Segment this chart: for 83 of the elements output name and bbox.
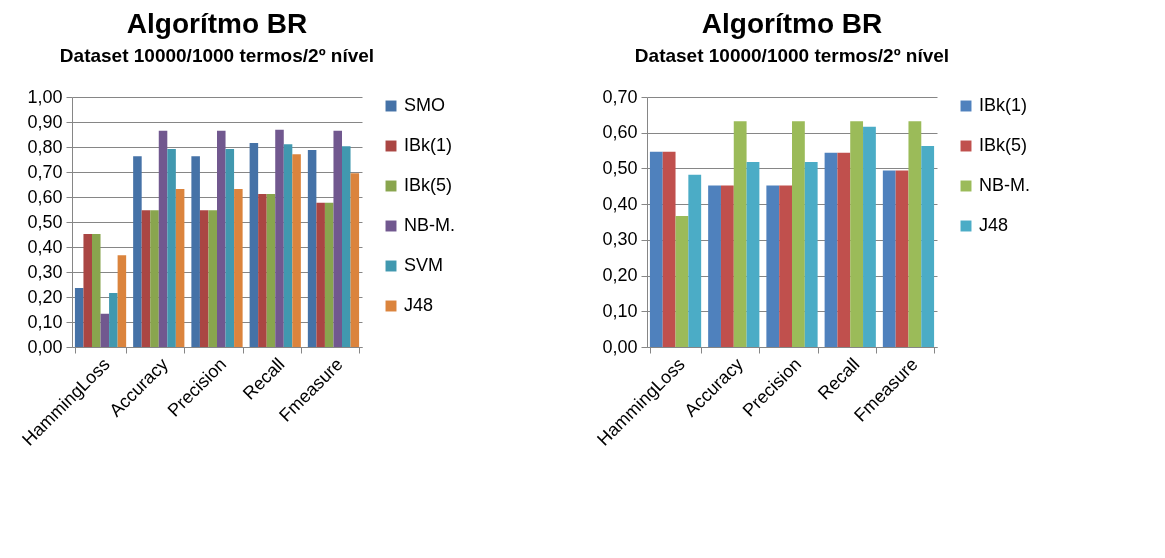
y-tick-label: 0,40 [27, 236, 63, 257]
y-tick-label: 0,70 [27, 161, 63, 182]
bar [249, 143, 259, 347]
bar [258, 194, 267, 347]
bar [158, 130, 168, 347]
bar [100, 313, 110, 347]
y-tick-label: 0,50 [27, 211, 63, 232]
legend-label: IBk(1) [979, 95, 1028, 115]
chart-subtitle: Dataset 10000/1000 termos/2º nível [59, 45, 375, 66]
y-tick-label: 0,30 [27, 261, 63, 282]
bar [199, 210, 209, 347]
y-tick-label: 0,10 [602, 300, 638, 321]
bar [921, 145, 935, 347]
bar [675, 215, 689, 347]
y-tick-label: 0,70 [602, 86, 638, 107]
y-tick-label: 0,40 [602, 193, 638, 214]
chart-subtitle: Dataset 10000/1000 termos/2º nível [634, 45, 950, 66]
bar [307, 150, 317, 347]
bar [217, 130, 226, 347]
legend-label: NB-M. [979, 175, 1030, 195]
legend-label: J48 [979, 215, 1009, 235]
bar [350, 173, 360, 347]
bar [283, 144, 293, 347]
bar [850, 121, 864, 347]
y-tick-label: 0,60 [27, 186, 63, 207]
legend-label: IBk(5) [979, 135, 1028, 155]
bar [733, 121, 747, 347]
bar [837, 152, 851, 347]
bar [333, 130, 343, 347]
y-tick-label: 0,80 [27, 136, 63, 157]
bar [804, 162, 818, 347]
bar [895, 170, 909, 347]
legend-label: IBk(5) [404, 175, 453, 195]
bar [191, 156, 200, 347]
y-tick-label: 0,30 [602, 229, 638, 250]
legend-label: NB-M. [404, 215, 455, 235]
bar [720, 185, 734, 347]
legend-label: J48 [404, 295, 434, 315]
bar [74, 288, 84, 347]
chart-title: Algorítmo BR [701, 8, 883, 39]
y-tick-label: 0,20 [27, 286, 63, 307]
bar [779, 185, 792, 347]
bar [175, 189, 185, 347]
y-tick-label: 0,00 [602, 336, 638, 357]
bar [649, 151, 663, 347]
bar [167, 149, 176, 347]
y-tick-label: 0,20 [602, 265, 638, 286]
bar [234, 189, 243, 347]
bar [266, 194, 276, 347]
bar [882, 170, 896, 347]
bar [275, 129, 284, 347]
y-tick-label: 0,90 [27, 111, 63, 132]
bar [662, 151, 676, 347]
bar [746, 162, 760, 347]
bar [792, 121, 805, 347]
bar [708, 185, 721, 347]
bar [342, 146, 351, 347]
bar [109, 293, 118, 347]
chart-title: Algorítmo BR [126, 8, 308, 39]
bar [225, 149, 235, 347]
y-tick-label: 0,50 [602, 157, 638, 178]
bar [141, 210, 151, 347]
bar [292, 154, 301, 347]
bar [766, 185, 780, 347]
bar [324, 202, 334, 347]
y-tick-label: 0,00 [27, 336, 63, 357]
bar [908, 121, 922, 347]
y-tick-label: 0,10 [27, 311, 63, 332]
legend-label: SVM [404, 255, 444, 275]
bar [83, 234, 92, 347]
bar [863, 126, 876, 347]
legend-label: IBk(1) [404, 135, 453, 155]
bar [117, 255, 127, 347]
bar [150, 210, 159, 347]
bar [133, 156, 142, 347]
bar [688, 174, 702, 347]
bar [824, 152, 838, 347]
bar [316, 202, 325, 347]
bar [208, 210, 217, 347]
y-tick-label: 1,00 [27, 86, 63, 107]
bar [91, 234, 101, 347]
legend-label: SMO [404, 95, 446, 115]
y-tick-label: 0,60 [602, 122, 638, 143]
